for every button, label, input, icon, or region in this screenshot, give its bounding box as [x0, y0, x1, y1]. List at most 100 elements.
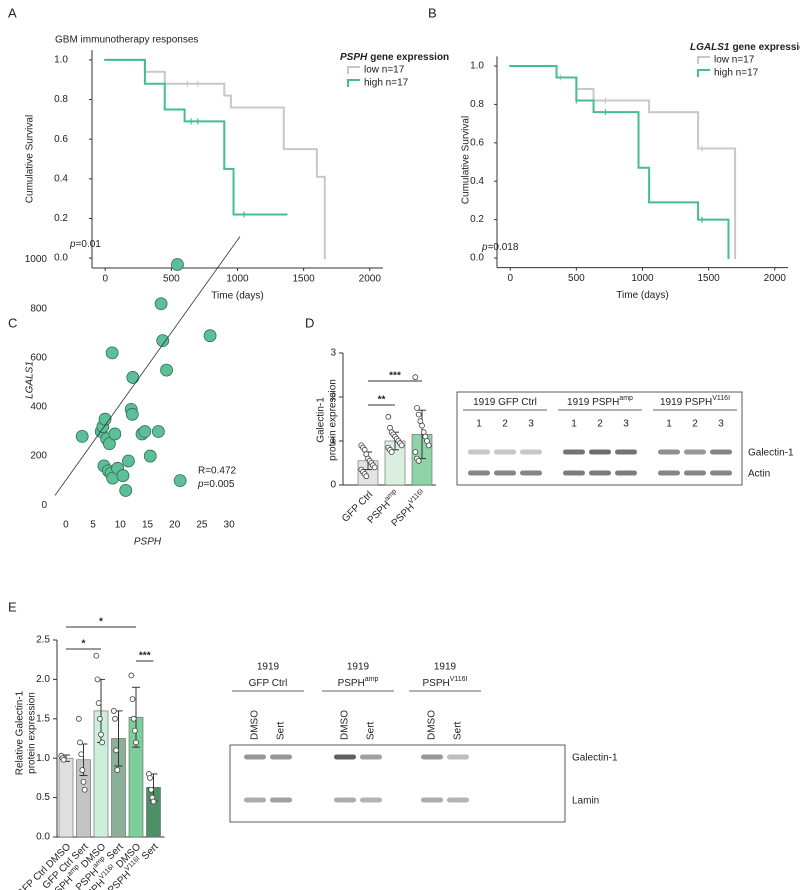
x-tick-label: 0: [63, 520, 69, 531]
data-point: [77, 739, 83, 746]
blot-band: [520, 470, 542, 476]
blot-header-part: 1919 PSPH: [567, 397, 619, 408]
panel-letter: B: [428, 5, 437, 20]
y-tick-label: 2: [330, 392, 336, 403]
lane-label: 1: [476, 419, 482, 430]
blot-header: 1919: [347, 662, 370, 673]
p-value-part: =0.01: [76, 239, 102, 250]
p-value: p=0.018: [481, 242, 519, 253]
y-tick-label: 0.0: [470, 253, 484, 264]
data-point: [93, 652, 100, 659]
x-tick-label-part: V116I: [98, 864, 116, 882]
blot-header-part: PSPH: [338, 678, 365, 689]
scatter-point: [125, 407, 139, 421]
y-tick-label: 1.0: [470, 61, 484, 72]
y-tick-label: 400: [30, 402, 47, 413]
panel-letter: C: [8, 315, 17, 330]
blot-band: [334, 754, 356, 760]
scatter-point: [103, 437, 116, 451]
scatter-point: [116, 469, 130, 483]
legend-label: low n=17: [364, 65, 405, 76]
y-tick-label: 2.5: [36, 635, 50, 646]
blot-header: 1919 PSPHamp: [567, 395, 633, 407]
y-tick-label: 0.6: [54, 134, 68, 145]
blot-band: [658, 449, 680, 455]
blot-band: [360, 754, 382, 760]
y-tick-label: 0.2: [54, 213, 68, 224]
chart-title: GBM immunotherapy responses: [55, 35, 198, 46]
p-value-part: =0.018: [488, 242, 519, 253]
blot-row-label: Lamin: [572, 796, 599, 807]
data-point: [99, 739, 106, 746]
blot-band: [563, 470, 585, 476]
blot-band: [615, 449, 637, 455]
blot-band: [710, 470, 732, 476]
blot-band: [421, 754, 443, 760]
data-point: [95, 700, 102, 706]
y-tick-label: 0.0: [36, 832, 50, 843]
y-tick-label: 800: [30, 303, 47, 314]
p-value: p=0.005: [197, 479, 235, 490]
x-tick-label: 30: [224, 520, 236, 531]
data-point: [60, 756, 67, 763]
data-point: [130, 715, 137, 722]
p-value: p=0.01: [69, 239, 101, 250]
significance-label: **: [378, 395, 386, 406]
data-point: [112, 715, 118, 722]
blot-header: 1919: [257, 662, 280, 673]
lane-label: DMSO: [340, 710, 351, 740]
blot-band: [520, 449, 542, 455]
x-tick-label-part: amp: [384, 488, 399, 503]
data-point: [96, 715, 103, 722]
legend-title-part: PSPH: [340, 52, 368, 63]
data-point: [133, 739, 139, 746]
y-tick-label: 0.2: [470, 214, 484, 225]
y-tick-label: 0: [330, 480, 336, 491]
y-tick-label: 0: [41, 500, 47, 511]
y-tick-label: 0.0: [54, 253, 68, 264]
y-tick-label: 3: [330, 348, 336, 359]
data-point: [147, 775, 153, 781]
x-tick-label: 500: [568, 273, 585, 284]
lane-label: Sert: [366, 721, 377, 740]
data-point: [131, 727, 138, 734]
x-axis-label: Time (days): [211, 291, 263, 302]
scatter-point: [75, 430, 89, 443]
scatter-point: [171, 258, 184, 271]
data-point: [114, 767, 121, 773]
lane-label: DMSO: [250, 710, 261, 740]
data-point: [412, 374, 419, 381]
lane-label: 3: [528, 419, 534, 430]
lane-label: Sert: [453, 721, 464, 740]
annotation: R=0.472: [198, 466, 237, 477]
scatter-point: [122, 454, 135, 468]
blot-band: [589, 449, 611, 455]
y-tick-label: 600: [30, 352, 47, 363]
lane-label: 3: [623, 419, 629, 430]
significance-label: *: [99, 617, 103, 628]
blot-row-label: Actin: [748, 469, 770, 480]
scatter-point: [143, 449, 157, 463]
x-tick-label: 1000: [631, 273, 654, 284]
data-point: [78, 751, 85, 758]
blot-band: [421, 797, 443, 803]
blot-band: [710, 449, 732, 455]
blot-band: [270, 797, 292, 803]
data-point: [398, 442, 405, 449]
blot-band: [494, 449, 516, 455]
legend-swatch: [347, 66, 360, 74]
blot-header-part: V116I: [712, 395, 730, 402]
lane-label: 2: [692, 419, 698, 430]
scatter-point: [105, 346, 119, 360]
y-axis-label: protein expression: [328, 379, 339, 461]
blot-band: [684, 470, 706, 476]
legend-title-part: gene expression: [732, 42, 800, 53]
x-axis-label: PSPH: [134, 537, 162, 548]
y-axis-label: Relative Galectin-1: [15, 690, 26, 775]
scatter-point: [173, 474, 187, 488]
blot-row-label: Galectin-1: [748, 448, 794, 459]
scatter-point: [138, 425, 152, 438]
data-point: [371, 464, 378, 471]
x-tick-label-part: Sert: [140, 841, 161, 862]
blot-band: [468, 470, 490, 476]
